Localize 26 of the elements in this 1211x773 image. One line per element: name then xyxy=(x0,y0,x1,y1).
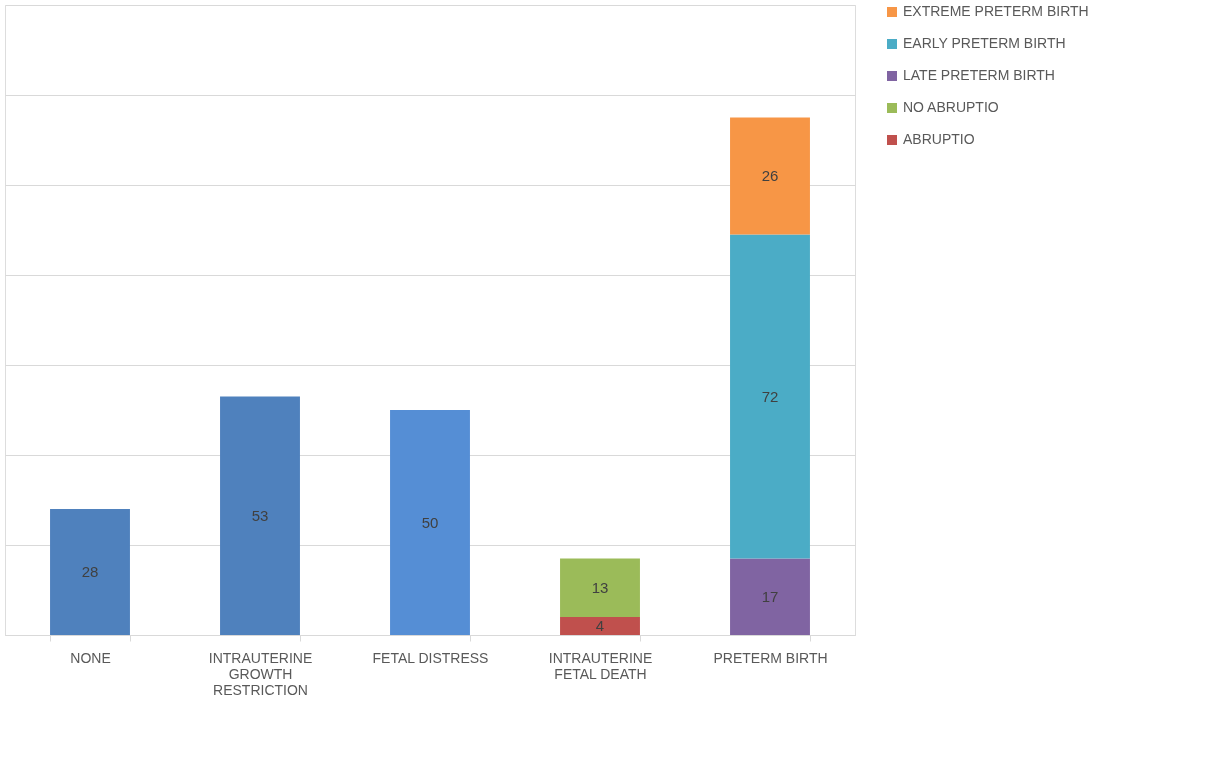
x-tick-label: PRETERM BIRTH xyxy=(713,649,828,666)
data-label: 72 xyxy=(761,387,779,405)
legend-label: ABRUPTIO xyxy=(903,131,975,147)
x-tick-label: NONE xyxy=(70,649,111,666)
bar xyxy=(50,509,130,635)
legend-label: EARLY PRETERM BIRTH xyxy=(903,35,1066,51)
legend-label: LATE PRETERM BIRTH xyxy=(903,67,1055,83)
x-tick-label: INTRAUTERINE FETAL DEATH xyxy=(548,649,653,682)
data-label: 28 xyxy=(81,563,99,580)
bar xyxy=(730,558,810,635)
bar xyxy=(220,396,300,635)
x-tick-label: INTRAUTERINE GROWTH RESTRICTION xyxy=(208,649,313,698)
data-label: 13 xyxy=(591,578,609,596)
data-label: 50 xyxy=(421,513,439,531)
bar xyxy=(390,410,470,635)
data-label: 53 xyxy=(251,506,269,524)
data-label: 4 xyxy=(595,617,605,634)
legend-label: NO ABRUPTIO xyxy=(903,99,999,115)
bar xyxy=(560,558,640,617)
bar xyxy=(560,617,640,635)
bar xyxy=(730,234,810,559)
data-label: 26 xyxy=(761,167,779,184)
legend-label: EXTREME PRETERM BIRTH xyxy=(903,3,1089,19)
data-label: 17 xyxy=(761,587,779,605)
x-tick-label: FETAL DISTRESS xyxy=(372,649,489,666)
bar xyxy=(730,117,810,235)
